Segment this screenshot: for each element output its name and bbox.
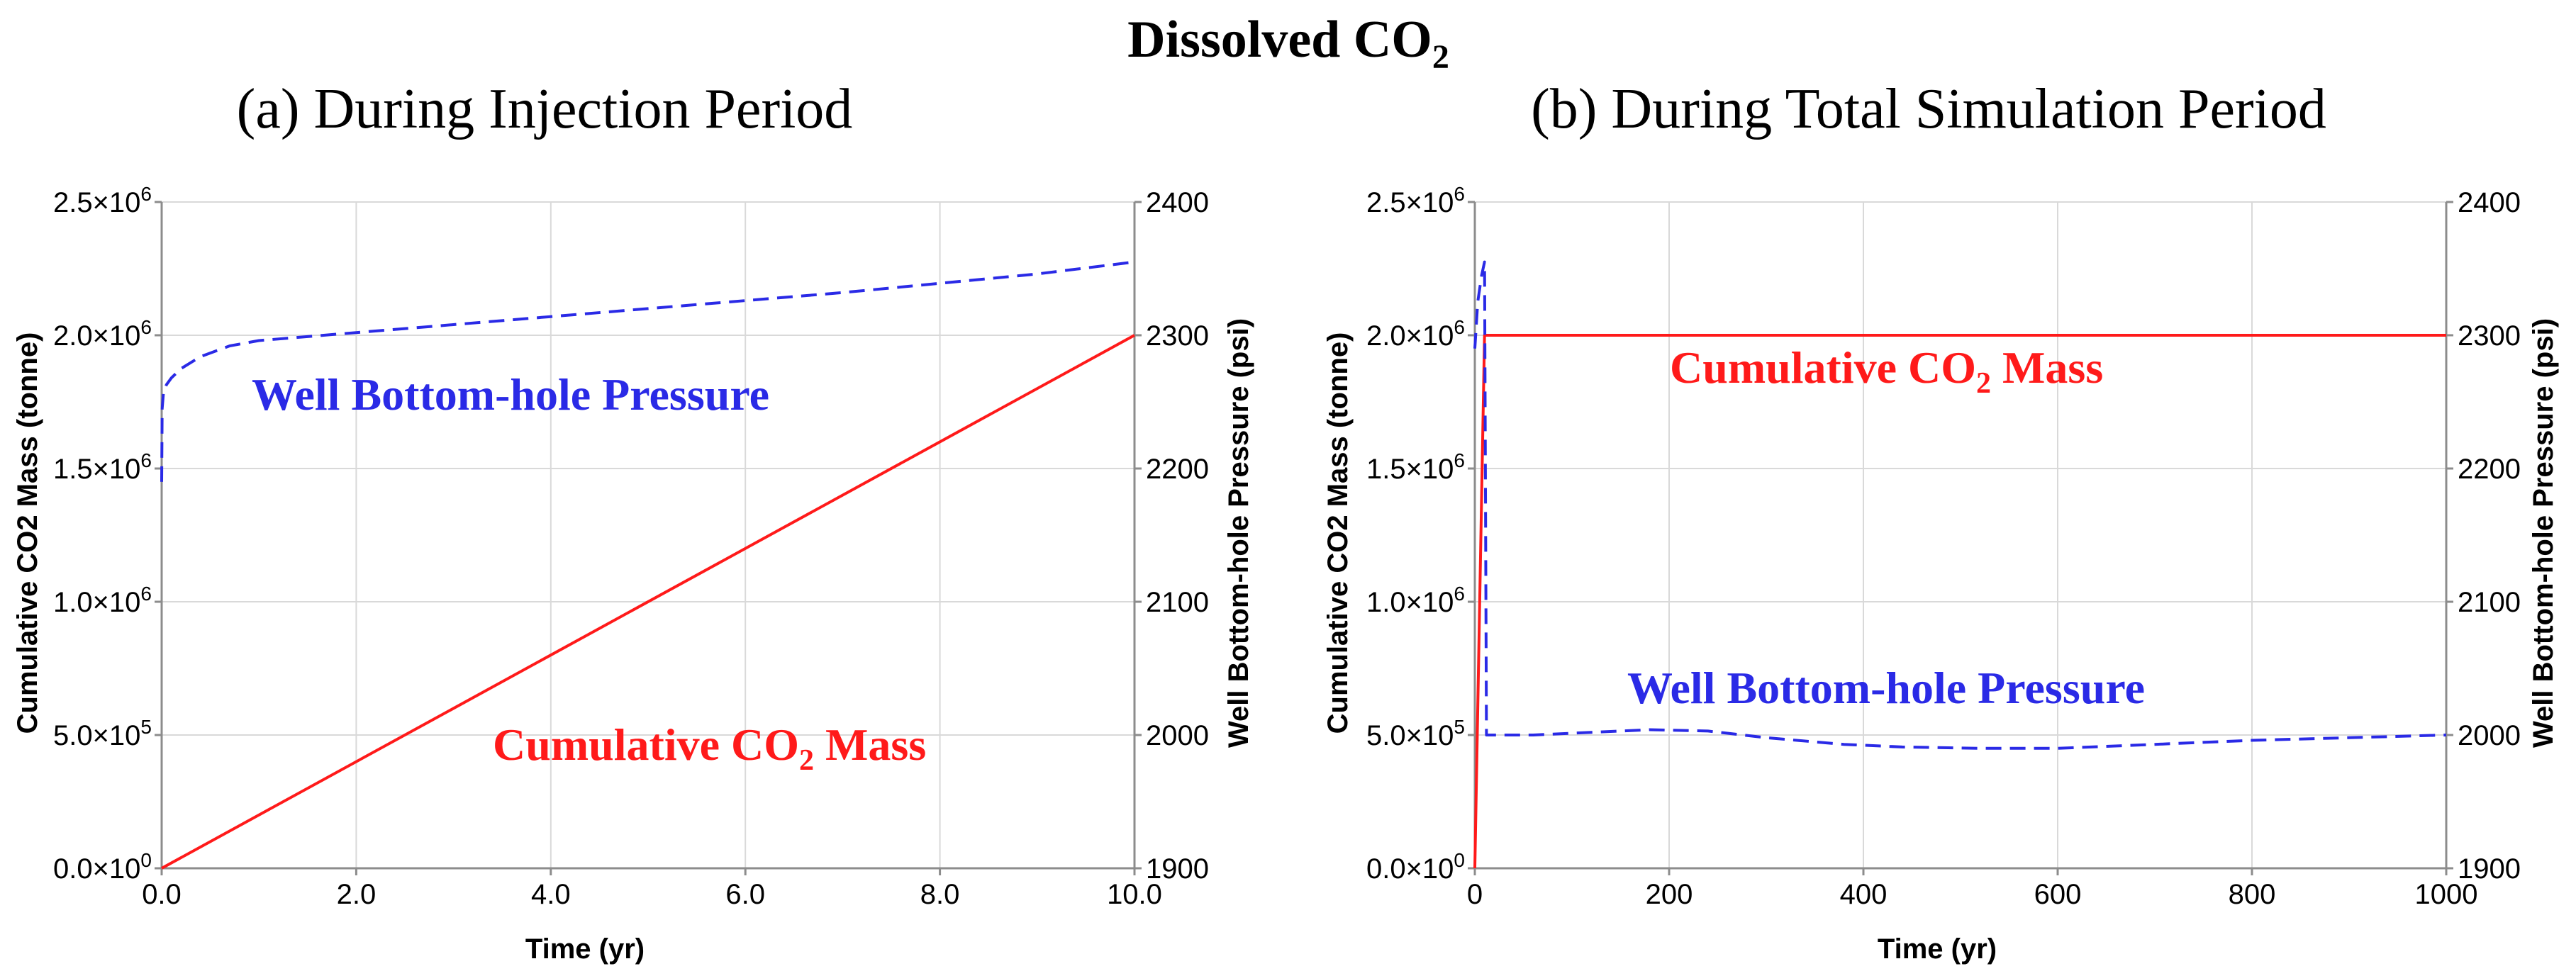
panel-b-y-ticks: 0.0×1005.0×1051.0×1061.5×1062.0×1062.5×1… xyxy=(1366,183,1475,885)
panel-a-y-tick-mantissa-3: 1.5×10 xyxy=(53,454,140,485)
panel-a-y-tick-label-2: 1.0×106 xyxy=(53,583,152,618)
panel-b-y-tick-label-1: 5.0×105 xyxy=(1366,716,1465,751)
panel-a-y-tick-exponent-5: 6 xyxy=(140,183,152,205)
panel-b-y-tick-exponent-4: 6 xyxy=(1454,316,1465,338)
panel-b-y-tick-mantissa-2: 1.0×10 xyxy=(1366,587,1454,618)
panel-b-y2-tick-label-4: 2300 xyxy=(2458,320,2521,352)
panel-a-x-ticks: 0.0 2.0 4.0 6.0 8.0 10.0 xyxy=(142,868,1162,910)
panel-a-y-ticks: 0.0×1005.0×1051.0×1061.5×1062.0×1062.5×1… xyxy=(53,183,162,885)
panel-a-y2-tick-label-2: 2100 xyxy=(1146,587,1209,618)
panel-b-title: (b) During Total Simulation Period xyxy=(1531,78,2326,140)
panel-a-series-co2-mass-line xyxy=(161,334,1135,870)
panel-b-y2-ticks: 1900 2000 2100 2200 2300 2400 xyxy=(2446,187,2521,885)
panel-b-y-tick-label-4: 2.0×106 xyxy=(1366,316,1465,352)
panel-b-x-tick-label-0: 0 xyxy=(1467,879,1483,910)
figure-title-subscript: 2 xyxy=(1432,38,1449,76)
panel-b-y-tick-exponent-3: 6 xyxy=(1454,449,1465,471)
panel-b-y-tick-exponent-2: 6 xyxy=(1454,583,1465,605)
panel-b-y-tick-mantissa-3: 1.5×10 xyxy=(1366,454,1454,485)
panel-a-y-label: Cumulative CO2 Mass (tonne) xyxy=(12,332,43,734)
panel-a-y2-tick-label-5: 2400 xyxy=(1146,187,1209,218)
panel-a: (a) During Injection Period 0.0 2.0 4.0 6.0… xyxy=(12,78,1254,965)
panel-b-y-tick-mantissa-0: 0.0×10 xyxy=(1366,853,1454,885)
panel-a-annotation-co2-mass: Cumulative CO2 Mass xyxy=(493,719,926,777)
panel-b-y2-tick-label-1: 2000 xyxy=(2458,720,2521,751)
panel-a-x-label: Time (yr) xyxy=(525,933,645,965)
panel-a-x-tick-label-4: 8.0 xyxy=(920,879,960,910)
panel-a-annotation-co2-suffix: Mass xyxy=(814,719,926,770)
panel-a-y-tick-mantissa-4: 2.0×10 xyxy=(53,320,140,352)
panel-b-x-label: Time (yr) xyxy=(1878,933,1997,965)
panel-b-annotation-co2-suffix: Mass xyxy=(1991,342,2103,393)
panel-b-y-tick-mantissa-4: 2.0×10 xyxy=(1366,320,1454,352)
panel-b-x-tick-label-1: 200 xyxy=(1646,879,1693,910)
panel-a-y2-tick-label-3: 2200 xyxy=(1146,454,1209,485)
panel-a-y-tick-mantissa-0: 0.0×10 xyxy=(53,853,140,885)
panel-b-series-pressure-line xyxy=(1473,260,2447,750)
panel-b-y-tick-label-3: 1.5×106 xyxy=(1366,449,1465,485)
panel-a-y-tick-exponent-0: 0 xyxy=(140,849,152,871)
panel-b-series xyxy=(1473,260,2447,869)
panel-b-series-co2-mass-line xyxy=(1473,334,2446,869)
panel-a-y2-tick-label-0: 1900 xyxy=(1146,853,1209,885)
panel-a-y-tick-mantissa-1: 5.0×10 xyxy=(53,720,140,751)
panel-a-y-tick-label-4: 2.0×106 xyxy=(53,316,152,352)
panel-a-y2-ticks: 1900 2000 2100 2200 2300 2400 xyxy=(1134,187,1209,885)
panel-b-y2-tick-label-2: 2100 xyxy=(2458,587,2521,618)
panel-b-y2-tick-label-5: 2400 xyxy=(2458,187,2521,218)
panel-b-y-tick-exponent-1: 5 xyxy=(1454,716,1465,738)
panel-b-y-tick-mantissa-1: 5.0×10 xyxy=(1366,720,1454,751)
panel-a-annotation-co2-subscript: 2 xyxy=(799,744,814,777)
panel-a-x-tick-label-2: 4.0 xyxy=(531,879,571,910)
panel-a-frame xyxy=(160,202,1136,870)
panel-a-y2-tick-label-1: 2000 xyxy=(1146,720,1209,751)
panel-a-x-tick-label-1: 2.0 xyxy=(337,879,377,910)
panel-b-annotation-pressure: Well Bottom-hole Pressure xyxy=(1627,663,2145,713)
panel-b-annotation-co2-text: Cumulative CO xyxy=(1670,342,1976,393)
panel-a-x-tick-label-3: 6.0 xyxy=(725,879,765,910)
panel-a-annotation-pressure: Well Bottom-hole Pressure xyxy=(252,369,769,420)
panel-a-y2-tick-label-4: 2300 xyxy=(1146,320,1209,352)
panel-a-y-tick-mantissa-5: 2.5×10 xyxy=(53,187,140,218)
panel-b-x-ticks: 0 200 400 600 800 1000 xyxy=(1467,868,2478,910)
panel-a-y-tick-exponent-1: 5 xyxy=(140,716,152,738)
panel-a-y-tick-label-1: 5.0×105 xyxy=(53,716,152,751)
panel-a-y-tick-mantissa-2: 1.0×10 xyxy=(53,587,140,618)
panel-a-series xyxy=(160,260,1135,870)
panel-b-grid xyxy=(1474,201,2447,869)
panel-a-y-tick-label-5: 2.5×106 xyxy=(53,183,152,218)
panel-b-x-tick-label-5: 1000 xyxy=(2415,879,2478,910)
panel-b-y-label: Cumulative CO2 Mass (tonne) xyxy=(1322,332,1354,734)
figure-title-text: Dissolved CO xyxy=(1127,11,1432,69)
figure-title: Dissolved CO2 xyxy=(1127,11,1449,76)
panel-b: (b) During Total Simulation Period 0 200 4… xyxy=(1322,78,2559,965)
panel-b-y-tick-label-2: 1.0×106 xyxy=(1366,583,1465,618)
panel-b-x-tick-label-2: 400 xyxy=(1840,879,1888,910)
panel-b-y-tick-label-0: 0.0×100 xyxy=(1366,849,1465,885)
panel-a-x-tick-label-5: 10.0 xyxy=(1107,879,1162,910)
panel-b-x-tick-label-3: 600 xyxy=(2034,879,2082,910)
panel-a-annotation-co2-text: Cumulative CO xyxy=(493,719,799,770)
panel-b-y-tick-exponent-5: 6 xyxy=(1454,183,1465,205)
panel-a-y-tick-label-3: 1.5×106 xyxy=(53,449,152,485)
panel-a-title: (a) During Injection Period xyxy=(237,78,853,140)
panel-b-y-tick-exponent-0: 0 xyxy=(1454,849,1465,871)
panel-b-frame xyxy=(1473,202,2448,870)
panel-a-x-tick-label-0: 0.0 xyxy=(142,879,182,910)
panel-b-x-tick-label-4: 800 xyxy=(2229,879,2276,910)
panel-b-y2-tick-label-0: 1900 xyxy=(2458,853,2521,885)
panel-b-y2-tick-label-3: 2200 xyxy=(2458,454,2521,485)
panel-a-y2-label: Well Bottom-hole Pressure (psi) xyxy=(1223,318,1254,748)
panel-b-annotation-co2-mass: Cumulative CO2 Mass xyxy=(1670,342,2103,400)
panel-a-y-tick-exponent-3: 6 xyxy=(140,449,152,471)
panel-a-y-tick-exponent-2: 6 xyxy=(140,583,152,605)
panel-a-series-pressure-line xyxy=(160,260,1135,482)
panel-b-y-tick-mantissa-5: 2.5×10 xyxy=(1366,187,1454,218)
panel-a-y-tick-exponent-4: 6 xyxy=(140,316,152,338)
panel-a-y-tick-label-0: 0.0×100 xyxy=(53,849,152,885)
panel-b-annotation-co2-subscript: 2 xyxy=(1976,367,1991,400)
panel-b-y2-label: Well Bottom-hole Pressure (psi) xyxy=(2528,318,2559,748)
panel-b-y-tick-label-5: 2.5×106 xyxy=(1366,183,1465,218)
